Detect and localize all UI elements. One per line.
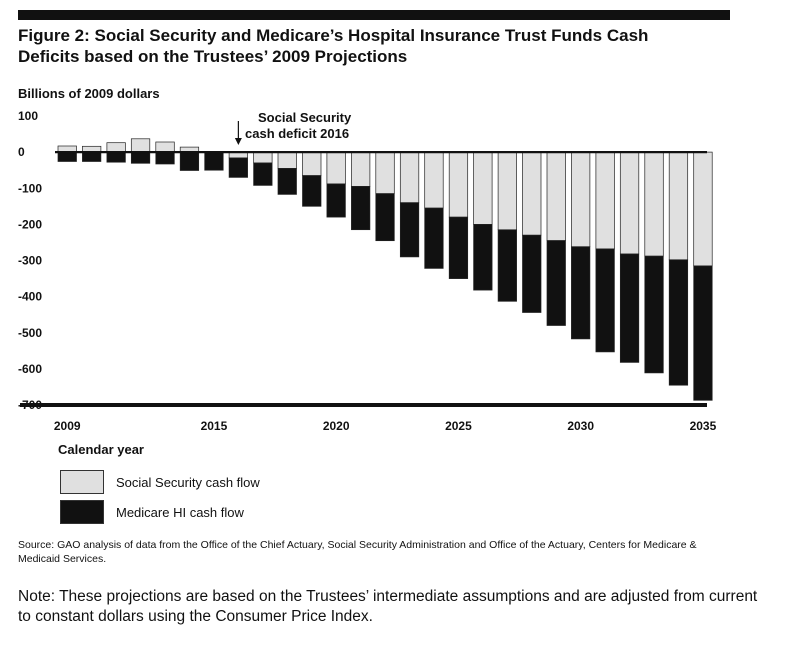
bar-social-security-cash-flow-2020 [326,151,346,185]
bar-chart: 1000-100-200-300-400-500-600-70020092015… [18,109,717,433]
bar-social-security-cash-flow-2017 [253,151,273,164]
y-tick-label: -300 [18,254,42,268]
legend-swatch-medicare-hi [60,500,104,524]
y-tick-label: -100 [18,181,42,195]
annotation-arrow-head [234,138,242,145]
bar-social-security-cash-flow-2011 [106,142,126,153]
bar-social-security-cash-flow-2019 [302,151,322,176]
bar-social-security-cash-flow-2018 [277,151,297,169]
y-tick-label: -500 [18,326,42,340]
bar-social-security-cash-flow-2013 [155,141,175,153]
bar-medicare-hi-cash-flow-2030 [571,246,591,340]
bar-medicare-hi-cash-flow-2009 [57,151,77,162]
bar-social-security-cash-flow-2021 [351,151,371,187]
bar-medicare-hi-cash-flow-2032 [619,253,640,363]
bar-medicare-hi-cash-flow-2016 [228,157,248,178]
note-text: Note: These projections are based on the… [18,588,758,625]
bar-social-security-cash-flow-2033 [644,151,664,257]
figure-title-line-2: Deficits based on the Trustees’ 2009 Pro… [18,47,408,66]
bar-social-security-cash-flow-2027 [497,151,517,231]
annotation-text-line-1: Social Security [258,110,352,125]
bar-social-security-cash-flow-2025 [448,151,469,218]
legend-swatch-social-security [60,470,104,494]
bar-medicare-hi-cash-flow-2024 [424,207,444,269]
x-tick-label-2009: 2009 [54,419,81,433]
legend-label-medicare-hi: Medicare HI cash flow [116,505,244,520]
bar-social-security-cash-flow-2012 [130,138,151,153]
bar-medicare-hi-cash-flow-2025 [448,216,469,279]
x-axis-label: Calendar year [58,442,144,457]
bar-medicare-hi-cash-flow-2010 [82,151,102,162]
bar-medicare-hi-cash-flow-2022 [375,193,395,242]
bar-medicare-hi-cash-flow-2035 [693,265,713,401]
bar-medicare-hi-cash-flow-2020 [326,183,346,218]
bar-medicare-hi-cash-flow-2015 [204,151,224,171]
bar-social-security-cash-flow-2035 [693,151,713,267]
y-axis-label: Billions of 2009 dollars [18,86,160,101]
bar-medicare-hi-cash-flow-2031 [595,248,615,353]
y-tick-label: -600 [18,362,42,376]
bar-medicare-hi-cash-flow-2019 [302,175,322,207]
bar-social-security-cash-flow-2030 [571,151,591,248]
bar-medicare-hi-cash-flow-2013 [155,151,175,165]
bar-medicare-hi-cash-flow-2023 [399,202,420,258]
bar-medicare-hi-cash-flow-2012 [130,151,151,164]
annotation-text-line-2: cash deficit 2016 [245,126,349,141]
x-tick-label-2015: 2015 [201,419,228,433]
y-tick-label: 100 [18,109,38,123]
bar-medicare-hi-cash-flow-2034 [668,259,689,386]
bar-medicare-hi-cash-flow-2014 [179,151,200,171]
x-tick-label-2025: 2025 [445,419,472,433]
x-tick-label-2020: 2020 [323,419,350,433]
bar-medicare-hi-cash-flow-2021 [351,186,371,231]
bar-social-security-cash-flow-2029 [546,151,566,241]
figure-title-line-1: Figure 2: Social Security and Medicare’s… [18,26,649,45]
bar-social-security-cash-flow-2026 [473,151,493,225]
x-tick-label-2035: 2035 [690,419,717,433]
bar-social-security-cash-flow-2022 [375,151,395,194]
source-text: Source: GAO analysis of data from the Of… [18,539,697,565]
bar-medicare-hi-cash-flow-2028 [522,234,542,313]
bar-medicare-hi-cash-flow-2017 [253,162,273,186]
bar-medicare-hi-cash-flow-2011 [106,151,126,163]
bar-social-security-cash-flow-2028 [522,151,542,236]
bar-social-security-cash-flow-2031 [595,151,615,250]
bar-social-security-cash-flow-2023 [399,151,420,204]
bar-medicare-hi-cash-flow-2033 [644,255,664,374]
x-tick-label-2030: 2030 [567,419,594,433]
bar-medicare-hi-cash-flow-2026 [473,224,493,291]
bar-medicare-hi-cash-flow-2018 [277,168,297,195]
bar-social-security-cash-flow-2032 [619,151,640,255]
bar-social-security-cash-flow-2024 [424,151,444,209]
legend-label-social-security: Social Security cash flow [116,475,260,490]
bar-medicare-hi-cash-flow-2027 [497,229,517,302]
y-tick-label: 0 [18,145,25,159]
bar-social-security-cash-flow-2034 [668,151,689,261]
y-tick-label: -200 [18,217,42,231]
y-tick-label: -400 [18,290,42,304]
bar-medicare-hi-cash-flow-2029 [546,240,566,326]
figure-title: Figure 2: Social Security and Medicare’s… [18,25,738,67]
title-rule [18,10,730,20]
